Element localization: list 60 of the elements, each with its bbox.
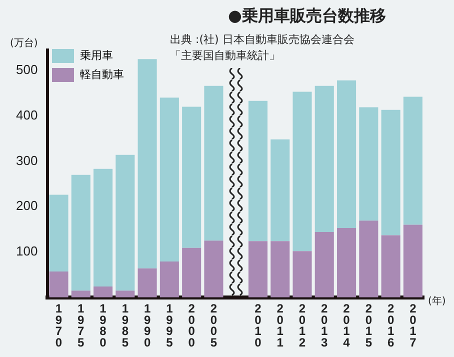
bar [49,272,68,298]
x-tick-label: 1985 [122,301,129,350]
bar [138,59,157,268]
bar [71,290,90,298]
x-tick-label: 2011 [276,301,284,350]
bar [292,92,312,252]
bar [403,224,422,298]
y-tick-label: 500 [16,62,38,78]
source-note: 出典 :(社) 日本自動車販売協会連合会 [170,32,354,48]
x-tick-label: 2013 [321,301,328,350]
x-tick-label: 2012 [298,301,306,350]
bar [314,232,334,298]
bar [182,248,202,298]
x-axis-title: (年) [428,295,446,308]
bar [292,251,312,298]
bar [314,86,334,232]
bar [359,107,378,221]
y-tick-label: 300 [16,152,38,168]
x-tick-label: 1975 [78,301,85,350]
bar [71,174,90,291]
bar [49,194,68,272]
bar [381,235,400,298]
bar [381,110,400,236]
x-tick-label: 1970 [55,301,62,350]
y-tick-label: 200 [16,198,38,214]
y-axis-title: (万台) [10,36,38,50]
bar [160,262,179,298]
chart-title: ●乗用車販売台数推移 [228,6,386,27]
bar [116,154,135,291]
bar [359,220,378,298]
bar [116,290,135,298]
bar [94,286,113,298]
bar [337,228,356,298]
x-tick-label: 2005 [210,301,218,350]
x-tick-label: 2000 [188,301,196,350]
y-tick-label: 400 [16,107,38,122]
x-tick-label: 2016 [387,301,394,350]
bar [403,96,422,225]
bar [204,240,224,298]
bar [160,98,179,262]
annotation: 「主要国自動車統計」 [170,48,281,64]
legend-label: 軽自動車 [80,67,124,82]
bar [337,80,356,228]
y-tick-label: 100 [16,244,38,259]
legend-label: 乗用車 [80,48,113,63]
x-tick-label: 2010 [254,301,262,350]
bar [270,139,290,242]
bar [204,86,224,241]
x-tick-label: 2017 [410,301,417,350]
x-tick-label: 1990 [144,301,151,350]
bar [270,241,290,298]
bar [94,168,113,287]
bar [248,100,268,242]
bar [182,106,202,248]
x-tick-label: 1980 [100,301,107,350]
bar [138,268,157,298]
bar [248,241,268,298]
x-tick-label: 1995 [166,301,174,350]
x-tick-label: 2015 [365,301,372,350]
x-tick-label: 2014 [343,301,350,350]
